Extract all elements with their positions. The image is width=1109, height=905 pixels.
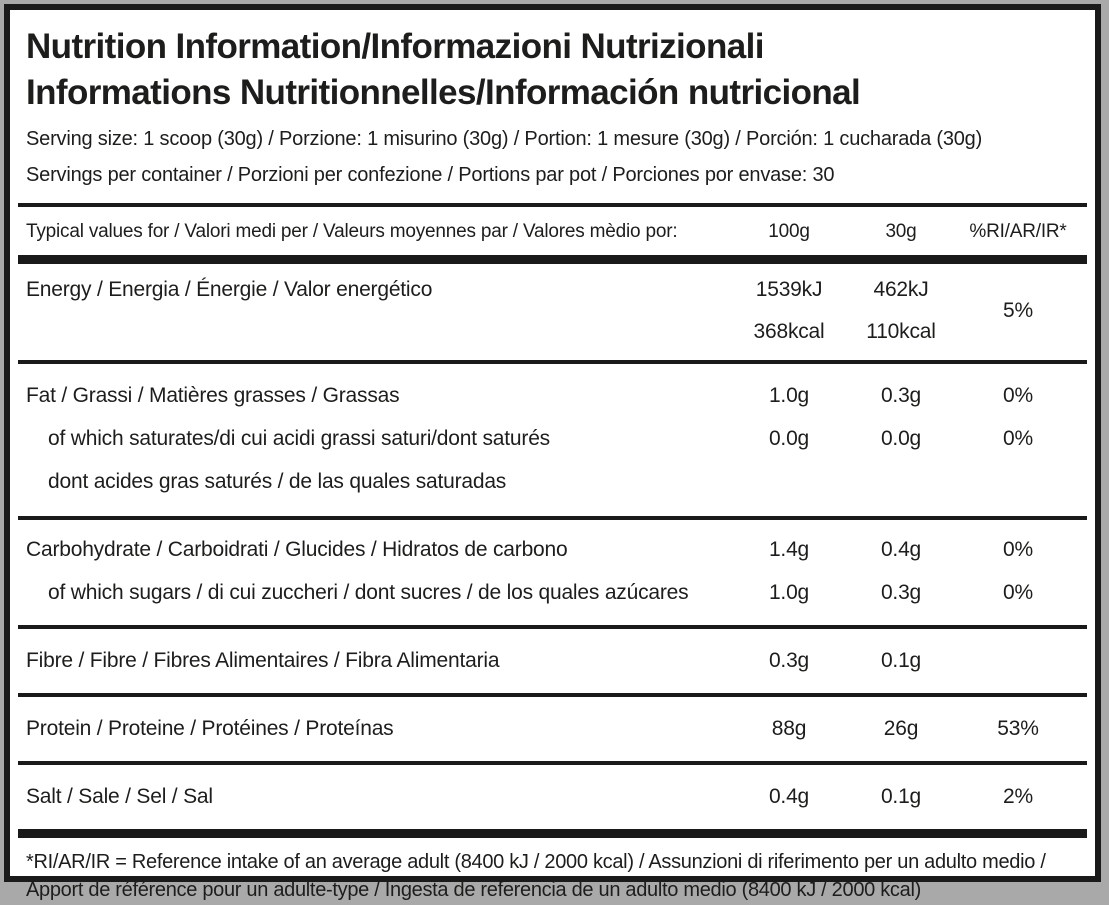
protein-per-30g: 26g	[883, 717, 919, 740]
divider	[18, 693, 1087, 697]
salt-per-100g: 0.4g	[768, 785, 810, 808]
protein-per-100g: 88g	[771, 717, 807, 740]
saturates-ri: 0%	[1003, 427, 1033, 450]
sugars-per-100g: 1.0g	[768, 581, 810, 604]
energy-per-30g: 462kJ 110kcal	[845, 278, 957, 344]
saturates-label: of which saturates/di cui acidi grassi s…	[48, 427, 550, 450]
saturates-line: of which saturates/di cui acidi grassi s…	[26, 427, 1079, 451]
fat-label: Fat / Grassi / Matières grasses / Grassa…	[26, 384, 400, 407]
row-protein: Protein / Proteine / Protéines / Proteín…	[26, 697, 1079, 761]
salt-per-30g: 0.1g	[880, 785, 922, 808]
saturates-per-30g: 0.0g	[880, 427, 922, 450]
column-header-row: Typical values for / Valori medi per / V…	[26, 207, 1079, 255]
fat-ri: 0%	[1003, 384, 1033, 407]
fibre-label: Fibre / Fibre / Fibres Alimentaires / Fi…	[26, 649, 500, 672]
title-line-1: Nutrition Information/Informazioni Nutri…	[26, 27, 764, 66]
carbohydrate-per-30g: 0.4g	[880, 538, 922, 561]
carbohydrate-line: Carbohydrate / Carboidrati / Glucides / …	[26, 538, 1079, 562]
fat-per-30g: 0.3g	[880, 384, 922, 407]
fibre-per-100g: 0.3g	[768, 649, 810, 672]
sugars-label: of which sugars / di cui zuccheri / dont…	[48, 581, 689, 604]
row-fat: Fat / Grassi / Matières grasses / Grassa…	[26, 364, 1079, 516]
servings-per-container-line: Servings per container / Porzioni per co…	[26, 164, 835, 186]
sugars-ri: 0%	[1003, 581, 1033, 604]
saturates-per-100g: 0.0g	[768, 427, 810, 450]
column-header-label: Typical values for / Valori medi per / V…	[26, 221, 678, 242]
carbohydrate-ri: 0%	[1003, 538, 1033, 561]
row-carbohydrate: Carbohydrate / Carboidrati / Glucides / …	[26, 520, 1079, 625]
carbohydrate-per-100g: 1.4g	[768, 538, 810, 561]
divider	[18, 761, 1087, 765]
energy-kj-30g: 462kJ	[873, 278, 929, 301]
divider-header	[18, 203, 1087, 207]
energy-label: Energy / Energia / Énergie / Valor energ…	[26, 278, 433, 301]
energy-kcal-100g: 368kcal	[753, 320, 825, 343]
column-header-100g: 100g	[768, 221, 810, 242]
row-energy: Energy / Energia / Énergie / Valor energ…	[26, 264, 1079, 360]
salt-ri: 2%	[1003, 785, 1033, 808]
salt-label: Salt / Sale / Sel / Sal	[26, 785, 213, 808]
energy-kcal-30g: 110kcal	[866, 320, 936, 343]
row-fibre: Fibre / Fibre / Fibres Alimentaires / Fi…	[26, 629, 1079, 693]
protein-label: Protein / Proteine / Protéines / Proteín…	[26, 717, 394, 740]
energy-kj-100g: 1539kJ	[755, 278, 823, 301]
carbohydrate-label: Carbohydrate / Carboidrati / Glucides / …	[26, 538, 568, 561]
energy-ri: 5%	[1003, 299, 1033, 322]
sugars-per-30g: 0.3g	[880, 581, 922, 604]
reference-intake-footnote: *RI/AR/IR = Reference intake of an avera…	[26, 851, 1046, 902]
title-line-2: Informations Nutritionnelles/Información…	[26, 72, 861, 112]
saturates-continuation-line: dont acides gras saturés / de las quales…	[26, 470, 1079, 494]
serving-size-line: Serving size: 1 scoop (30g) / Porzione: …	[26, 128, 983, 150]
divider	[18, 625, 1087, 629]
row-salt: Salt / Sale / Sel / Sal 0.4g 0.1g 2%	[26, 765, 1079, 829]
divider-footer	[18, 829, 1087, 838]
energy-per-100g: 1539kJ 368kcal	[733, 278, 845, 344]
column-header-ri: %RI/AR/IR*	[969, 221, 1067, 242]
protein-ri: 53%	[997, 717, 1039, 740]
fat-line: Fat / Grassi / Matières grasses / Grassa…	[26, 384, 1079, 408]
column-header-30g: 30g	[885, 221, 917, 242]
label-title: Nutrition Information/Informazioni Nutri…	[26, 24, 1079, 115]
fibre-per-30g: 0.1g	[880, 649, 922, 672]
sugars-line: of which sugars / di cui zuccheri / dont…	[26, 581, 1079, 605]
divider-columns	[18, 255, 1087, 264]
fat-per-100g: 1.0g	[768, 384, 810, 407]
divider	[18, 516, 1087, 520]
divider	[18, 360, 1087, 364]
saturates-continuation-label: dont acides gras saturés / de las quales…	[48, 470, 507, 493]
nutrition-label: Nutrition Information/Informazioni Nutri…	[4, 4, 1101, 901]
